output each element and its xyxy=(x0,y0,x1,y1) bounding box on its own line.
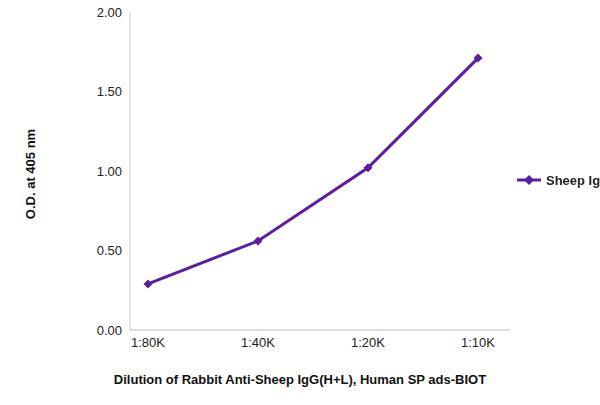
html-text:Dilution of Rabbit Anti-Sheep: Dilution of Rabbit Anti-Sheep IgG(H+L), … xyxy=(113,372,487,387)
svg-text:1:10K: 1:10K xyxy=(461,335,495,350)
html-text:O.D. at 405 nm: O.D. at 405 nm xyxy=(22,128,38,220)
svg-text:1:20K: 1:20K xyxy=(351,335,385,350)
svg-text:2.00: 2.00 xyxy=(97,5,122,20)
svg-text:1:40K: 1:40K xyxy=(241,335,275,350)
svg-text:1.00: 1.00 xyxy=(97,164,122,179)
svg-text:0.00: 0.00 xyxy=(97,323,122,338)
svg-text:1:80K: 1:80K xyxy=(131,335,165,350)
svg-text:0.50: 0.50 xyxy=(97,243,122,258)
svg-text:1.50: 1.50 xyxy=(97,84,122,99)
